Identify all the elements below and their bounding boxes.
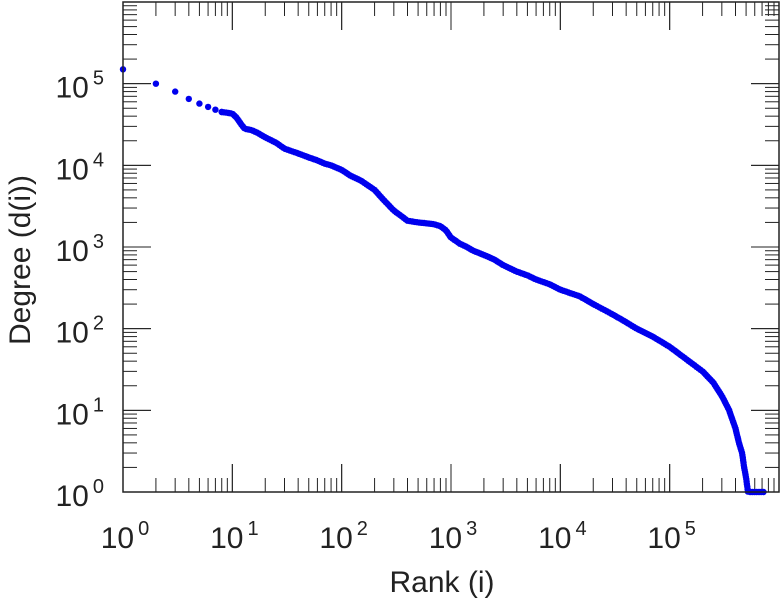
x-axis-title: Rank (i): [389, 566, 494, 599]
y-tick-label: 10 1: [56, 394, 105, 431]
y-tick-label: 10 2: [56, 313, 105, 350]
data-point: [185, 95, 192, 103]
y-tick-label: 10 4: [56, 149, 105, 186]
y-tick-label: 10 5: [56, 68, 105, 105]
y-axis-title: Degree (d(i)): [4, 175, 37, 345]
data-point: [152, 80, 160, 87]
y-tick-label: 10 0: [56, 476, 105, 513]
data-point: [196, 100, 203, 107]
y-tick-label: 10 3: [56, 231, 105, 268]
x-tick-labels: 10 0 10 1 10 2 10 3 10 4 10 5: [101, 518, 696, 555]
x-tick-label: 10 2: [319, 518, 368, 555]
x-tick-label: 10 1: [210, 518, 258, 555]
major-ticks: [122, 1, 780, 493]
data-points: [119, 66, 767, 496]
x-tick-label: 10 3: [429, 518, 478, 555]
data-point: [212, 106, 219, 113]
data-point: [172, 88, 179, 95]
data-point: [204, 103, 212, 111]
plot-frame: [122, 1, 780, 493]
minor-ticks: [123, 2, 779, 492]
x-tick-label: 10 5: [647, 518, 696, 555]
x-tick-label: 10 0: [101, 518, 150, 555]
x-tick-label: 10 4: [538, 518, 587, 555]
